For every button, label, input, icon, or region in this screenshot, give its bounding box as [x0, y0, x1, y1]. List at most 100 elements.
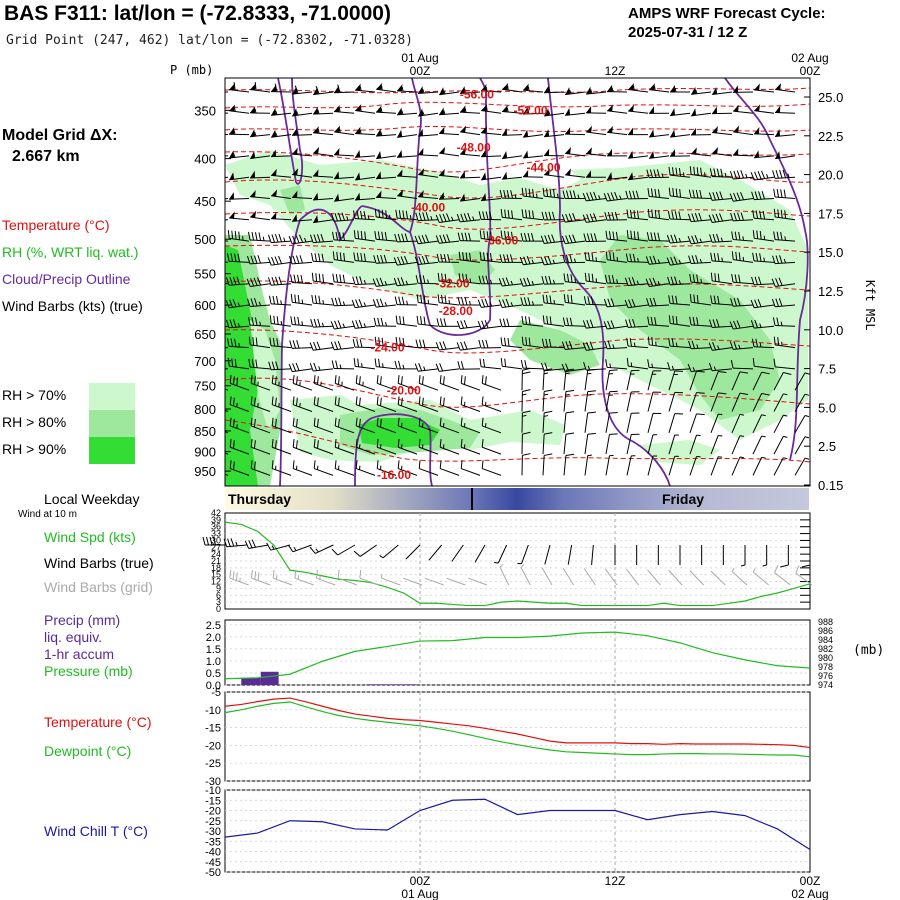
wind-barb-true [244, 539, 269, 549]
wind-barb [646, 232, 670, 242]
barb-half-flag [296, 111, 299, 116]
barb-flag [670, 276, 675, 285]
barb-flag [801, 564, 811, 568]
barb-staff [607, 110, 628, 114]
barb-flag [212, 84, 214, 92]
barb-flag [526, 256, 531, 265]
wind-barb [604, 340, 628, 350]
barb-pennant [292, 147, 298, 155]
wind-barb [752, 435, 766, 455]
barb-staff [794, 436, 806, 455]
barb-flag [754, 319, 759, 328]
barb-flag [647, 316, 650, 325]
wind-speed-line [224, 521, 811, 607]
barb-flag [528, 337, 531, 346]
barb-flag [612, 252, 615, 261]
wind-barb [394, 233, 418, 243]
barb-flag [353, 252, 356, 261]
barb-flag [316, 569, 318, 579]
wind-barb [229, 211, 250, 221]
wind-barb [292, 460, 313, 476]
barb-flag [255, 337, 258, 346]
barb-flag [604, 212, 608, 221]
barb-pennant [313, 146, 320, 154]
barb-pennant [628, 127, 633, 135]
wind-barb [397, 150, 418, 158]
wind-barb [481, 460, 502, 476]
barb-flag [731, 251, 734, 260]
barb-flag [531, 232, 534, 242]
barb-staff [565, 112, 586, 116]
barb-staff [754, 365, 775, 370]
barb-flag [439, 214, 444, 223]
barb-flag [400, 397, 403, 406]
barb-flag [461, 296, 464, 306]
barb-flag [691, 213, 696, 222]
wind-barb [246, 297, 271, 307]
barb-flag [481, 439, 484, 448]
barb-flag [689, 273, 692, 283]
barb-flag [397, 417, 400, 427]
barb-flag [418, 362, 423, 372]
wind-barb [712, 86, 733, 96]
wind-barb-grid [272, 569, 293, 586]
barb-flag [358, 376, 361, 385]
wind-barb [563, 453, 575, 476]
temperature-contour [225, 125, 810, 133]
barb-flag [671, 295, 675, 304]
p-tick-label: 700 [194, 354, 216, 369]
wind-barb [647, 336, 670, 349]
barb-pennant [292, 108, 298, 116]
barb-flag [774, 564, 779, 573]
wind-barb [397, 396, 418, 412]
wind-barb [269, 315, 292, 327]
wind-barb [751, 338, 775, 349]
barb-flag [547, 256, 552, 265]
wind-barb [603, 320, 628, 330]
wind-barb [731, 456, 745, 476]
barb-flag [485, 275, 489, 284]
wind-barb [249, 170, 271, 179]
barb-staff [628, 110, 649, 114]
barb-flag [548, 211, 552, 220]
barb-flag [720, 168, 723, 177]
wind-barb [481, 439, 502, 455]
barb-flag [626, 337, 629, 347]
barb-flag [646, 169, 650, 178]
temp-tick-label: -25 [205, 758, 221, 770]
barb-flag [383, 254, 387, 263]
wind-barb [477, 320, 502, 330]
barb-flag [653, 169, 657, 178]
barb-staff [626, 391, 632, 412]
barb-pennant [334, 148, 340, 156]
barb-flag [246, 278, 251, 287]
barb-flag [217, 275, 219, 283]
barb-flag [673, 256, 678, 265]
wind-barb [771, 277, 796, 287]
barb-flag [290, 316, 293, 325]
wind-barb [752, 371, 770, 391]
barb-flag [647, 336, 650, 345]
barb-pennant [649, 106, 654, 114]
forecast-cycle-label: AMPS WRF Forecast Cycle: [628, 5, 826, 22]
wind-barb [267, 233, 292, 244]
barb-flag [469, 252, 472, 262]
wind-barb [687, 212, 712, 223]
wind-barb-grid [403, 577, 423, 586]
barb-pennant [292, 190, 298, 198]
wind-barb [521, 453, 531, 476]
barb-staff [689, 435, 697, 455]
wind-barb [376, 396, 397, 412]
barb-flag [248, 231, 251, 241]
barb-flag [294, 294, 297, 303]
wind-barb-grid [562, 567, 575, 586]
wind-barb [418, 190, 439, 199]
wind-barb [334, 460, 355, 476]
barb-staff [752, 435, 763, 455]
barb-flag [591, 273, 594, 283]
bottom-hour-label: 12Z [605, 874, 626, 888]
barb-staff [355, 89, 376, 93]
barb-flag [689, 316, 692, 325]
wind-barb [229, 375, 250, 391]
wind-barb [418, 128, 439, 137]
